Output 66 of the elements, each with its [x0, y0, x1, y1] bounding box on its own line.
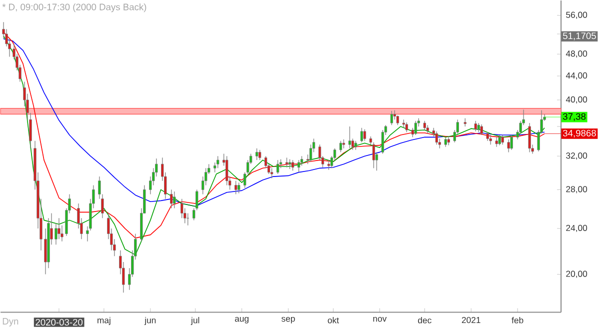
candlestick [29, 112, 32, 148]
candlestick [507, 138, 510, 152]
y-tick-label: 32,00 [566, 152, 588, 160]
candlestick [291, 159, 294, 171]
candlestick [173, 190, 176, 208]
x-tick-label: okt [328, 316, 339, 324]
chart-title: * D, 09:00-17:30 (2000 Days Back) [2, 3, 146, 12]
candlestick [423, 120, 426, 130]
candlestick [192, 208, 196, 220]
text: 2020-03-20 [36, 318, 83, 326]
candlestick [360, 127, 364, 142]
candlestick [285, 157, 288, 168]
candlestick [414, 120, 417, 136]
candlestick [327, 159, 330, 170]
candlestick [363, 128, 366, 141]
x-tick-label: jun [144, 316, 156, 325]
y-tick-label: 44,00 [566, 72, 588, 80]
y-tick-label: 20,00 [566, 270, 588, 278]
candlestick [528, 122, 531, 152]
candlestick [276, 159, 280, 174]
candlestick [495, 136, 498, 147]
candlestick [226, 156, 228, 186]
y-tick-label: 40,00 [566, 96, 588, 104]
candlestick [510, 134, 513, 150]
candlestick [444, 136, 447, 147]
candlestick [348, 126, 352, 148]
candlestick [297, 159, 300, 172]
x-tick-label: feb [512, 316, 524, 324]
y-tick-label: 28,00 [566, 186, 588, 194]
candlestick [170, 189, 173, 208]
candlestick [196, 189, 198, 210]
x-tick-label: jul [190, 316, 200, 325]
candlestick [390, 110, 394, 126]
candlestick [234, 180, 238, 194]
x-tick-label: maj [98, 316, 110, 325]
candlestick [216, 156, 220, 168]
candlestick [405, 122, 408, 132]
text: Dyn [2, 318, 18, 326]
x-tick-label: 2021 [462, 316, 480, 323]
y-tick-label: 24,00 [566, 224, 588, 232]
candlestick [237, 182, 240, 194]
x-tick-label: nov [373, 316, 387, 322]
candlestick [354, 140, 358, 150]
y-tick-label: 48,00 [566, 50, 588, 58]
candlestick [258, 149, 262, 160]
candlestick [339, 140, 342, 152]
x-tick-label: sep [282, 316, 295, 324]
candlestick [477, 122, 480, 132]
candlestick [381, 129, 384, 154]
text: 51,1705 [563, 32, 596, 40]
candlestick [270, 168, 274, 178]
candlestick [474, 120, 477, 132]
annotation: 37,38 [562, 112, 586, 121]
candlestick [396, 114, 400, 126]
candlestick [498, 134, 501, 146]
annotation: 34,9868 [562, 130, 596, 138]
x-tick-label: dec [418, 316, 432, 324]
candlestick [288, 158, 292, 170]
y-tick-label: 56,00 [566, 12, 588, 19]
candlestick [58, 218, 60, 240]
candlestick [435, 130, 438, 145]
candlestick [501, 134, 504, 145]
candlestick [489, 134, 492, 145]
candlestick [480, 124, 483, 136]
x-tick-label: aug [234, 316, 248, 324]
candlestick [255, 148, 258, 160]
